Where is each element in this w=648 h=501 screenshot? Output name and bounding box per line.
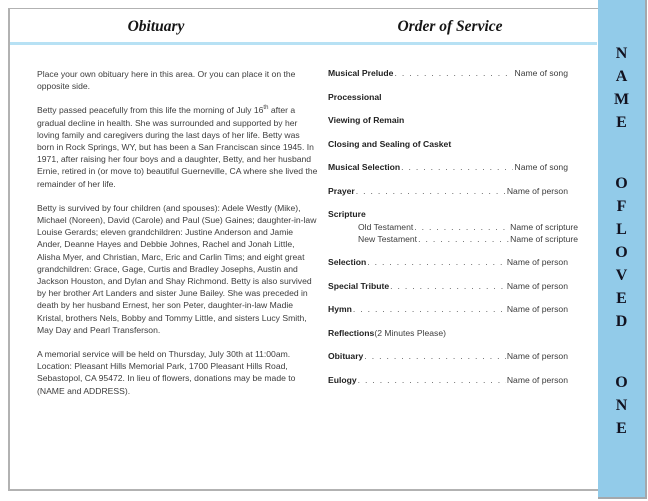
dotted-leader: . . . . . . . . . . . . . . . . . . . . … xyxy=(352,304,506,314)
dotted-leader: . . . . . . . . . . . . . . . . . . . . … xyxy=(357,374,506,385)
service-item-eulogy: Eulogy. . . . . . . . . . . . . . . . . … xyxy=(328,373,568,387)
service-item-processional: Processional xyxy=(328,90,568,104)
dotted-leader: . . . . . . . . . . . . . . . . . . . . … xyxy=(367,257,506,267)
service-item-reflections: Reflections (2 Minutes Please) xyxy=(328,326,568,340)
dotted-leader: . . . . . . . . . . . . . . . . . . . . … xyxy=(394,68,513,78)
banner-letter: E xyxy=(616,290,627,307)
service-item-value: Name of person xyxy=(506,374,568,385)
banner-letter: D xyxy=(615,313,628,330)
order-of-service-list: Musical Prelude. . . . . . . . . . . . .… xyxy=(328,66,578,396)
obituary-paragraph-2-rest: after a gradual decline in health. She w… xyxy=(37,105,318,189)
service-item-special-tribute: Special Tribute. . . . . . . . . . . . .… xyxy=(328,279,568,293)
service-item-note: (2 Minutes Please) xyxy=(374,327,446,338)
service-item-scripture: Scripture xyxy=(328,207,568,221)
service-item-label: Scripture xyxy=(328,209,366,219)
service-item-value: Name of song xyxy=(514,162,568,172)
dotted-leader: . . . . . . . . . . . . . . . . . . . . … xyxy=(401,162,513,172)
service-item-obituary: Obituary. . . . . . . . . . . . . . . . … xyxy=(328,349,568,363)
banner-letter: M xyxy=(613,91,630,108)
banner-word-gap xyxy=(598,134,645,172)
dotted-leader: . . . . . . . . . . . . . . . . . . . . … xyxy=(355,185,506,196)
banner-letter: E xyxy=(616,420,627,437)
service-item-musical-selection: Musical Selection. . . . . . . . . . . .… xyxy=(328,160,568,174)
banner-letter: N xyxy=(615,397,628,414)
service-item-label: Musical Prelude xyxy=(328,68,394,78)
dotted-leader: . . . . . . . . . . . . . . . . . . . . … xyxy=(418,234,509,244)
banner-letter: O xyxy=(615,175,628,192)
service-item-selection: Selection. . . . . . . . . . . . . . . .… xyxy=(328,255,568,269)
service-item-value: Name of person xyxy=(506,304,568,314)
obituary-paragraph-1: Place your own obituary here in this are… xyxy=(37,69,296,92)
service-item-value: Name of person xyxy=(506,185,568,196)
obituary-paragraph-2-text: Betty passed peacefully from this life t… xyxy=(37,105,264,116)
service-item-new-testament: New Testament. . . . . . . . . . . . . .… xyxy=(358,233,578,245)
service-item-label: Eulogy xyxy=(328,374,357,385)
service-item-label: New Testament xyxy=(358,234,418,244)
banner-word-gap xyxy=(598,333,645,371)
service-item-prayer: Prayer. . . . . . . . . . . . . . . . . … xyxy=(328,184,568,198)
order-of-service-title: Order of Service xyxy=(397,18,503,35)
service-item-label: Viewing of Remain xyxy=(328,115,405,125)
service-item-value: Name of person xyxy=(506,351,568,361)
service-item-label: Old Testament xyxy=(358,222,414,232)
service-item-label: Special Tribute xyxy=(328,280,390,291)
ordinal-superscript: th xyxy=(263,105,269,112)
service-item-value: Name of song xyxy=(514,68,568,78)
service-item-label: Musical Selection xyxy=(328,162,401,172)
service-item-label: Closing and Sealing of Casket xyxy=(328,138,452,149)
page-headers: Obituary Order of Service xyxy=(9,18,597,36)
banner-letter: O xyxy=(615,244,628,261)
service-item-old-testament: Old Testament. . . . . . . . . . . . . .… xyxy=(358,221,578,233)
obituary-paragraph-2: Betty passed peacefully from this life t… xyxy=(37,104,318,189)
dotted-leader: . . . . . . . . . . . . . . . . . . . . … xyxy=(364,351,506,361)
service-item-musical-prelude: Musical Prelude. . . . . . . . . . . . .… xyxy=(328,66,568,80)
obituary-text: Place your own obituary here in this are… xyxy=(37,68,318,409)
service-item-label: Reflections xyxy=(328,327,375,338)
banner-letter: F xyxy=(616,198,627,215)
banner-letter: V xyxy=(615,267,628,284)
header-divider xyxy=(10,42,597,45)
obituary-title: Obituary xyxy=(127,18,185,35)
banner-letter: L xyxy=(616,221,627,238)
dotted-leader: . . . . . . . . . . . . . . . . . . . . … xyxy=(390,280,506,291)
service-item-viewing-of-remain: Viewing of Remain xyxy=(328,113,568,127)
banner-letter: A xyxy=(615,68,628,85)
service-item-label: Obituary xyxy=(328,351,364,361)
service-item-label: Hymn xyxy=(328,304,352,314)
dotted-leader: . . . . . . . . . . . . . . . . . . . . … xyxy=(414,222,509,232)
service-item-closing-and-sealing-of-casket: Closing and Sealing of Casket xyxy=(328,137,568,151)
service-item-value: Name of scripture xyxy=(510,234,578,244)
service-item-value: Name of person xyxy=(506,280,568,291)
banner-letter: E xyxy=(616,114,627,131)
service-item-label: Selection xyxy=(328,257,367,267)
service-item-label: Prayer xyxy=(328,185,355,196)
banner-letter: O xyxy=(615,374,628,391)
service-item-value: Name of scripture xyxy=(510,222,578,232)
obituary-paragraph-4: A memorial service will be held on Thurs… xyxy=(37,349,296,396)
obituary-paragraph-3: Betty is survived by four children (and … xyxy=(37,202,317,335)
banner-letter: N xyxy=(615,45,628,62)
service-item-label: Processional xyxy=(328,91,382,102)
service-item-hymn: Hymn. . . . . . . . . . . . . . . . . . … xyxy=(328,302,568,316)
service-item-value: Name of person xyxy=(506,257,568,267)
